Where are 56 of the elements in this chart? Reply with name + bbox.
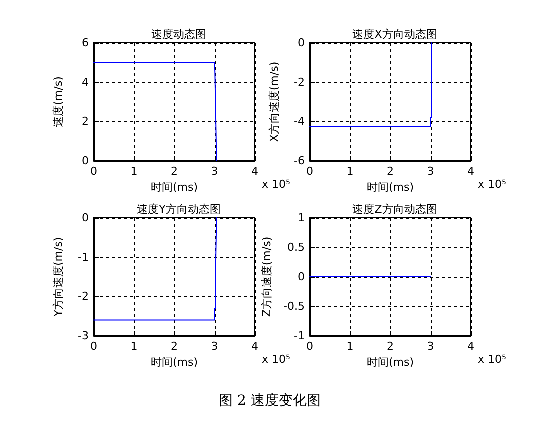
chart-title: 速度Z方向动态图 — [352, 203, 438, 216]
y-axis-title: Z方向速度(m/s) — [260, 236, 274, 318]
y-tick-label: -4 — [294, 115, 305, 128]
y-tick-label: -2 — [78, 290, 89, 304]
line-series — [94, 62, 218, 162]
line-series — [94, 218, 218, 321]
y-tick-label: -1 — [78, 250, 89, 264]
x-tick-label: 2 — [387, 165, 394, 178]
text: x 10⁵ — [478, 353, 506, 366]
text: x 10⁵ — [262, 353, 290, 366]
y-tick-label: -3 — [78, 330, 89, 342]
x-tick-label: 2 — [171, 165, 178, 178]
y-tick-label: -1 — [294, 330, 305, 342]
chart-title: 速度X方向动态图 — [352, 28, 438, 41]
x-tick-label: 0 — [306, 165, 314, 178]
x-tick-label: 1 — [346, 340, 354, 353]
y-axis-title: Y方向速度(m/s) — [52, 237, 65, 318]
text: x 10⁵ — [262, 178, 290, 191]
x-tick-label: 3 — [211, 165, 218, 178]
x-tick-label: 4 — [468, 340, 474, 353]
y-tick-label: 0 — [82, 212, 89, 224]
x-tick-label: 4 — [468, 165, 474, 178]
text: x 10⁵ — [478, 178, 506, 191]
x-tick-label: 0 — [90, 340, 98, 353]
x-axis-title: 时间(ms) — [366, 180, 414, 194]
x-tick-label: 2 — [171, 340, 178, 353]
x-tick-label: 1 — [130, 165, 138, 178]
x-tick-label: 2 — [387, 340, 394, 353]
y-tick-label: 0 — [298, 36, 305, 50]
y-axis-title: X方向速度(m/s) — [268, 62, 281, 142]
x-tick-label: 0 — [90, 165, 98, 178]
x-axis-title: 时间(ms) — [366, 356, 414, 369]
x-tick-label: 3 — [211, 340, 218, 353]
y-tick-label: 0 — [298, 270, 305, 284]
y-tick-label: 0 — [82, 154, 89, 168]
x-tick-label: 1 — [130, 340, 138, 353]
y-tick-label: 6 — [82, 36, 89, 50]
y-axis-title: 速度(m/s) — [52, 76, 65, 128]
x-tick-label: 1 — [346, 165, 354, 178]
y-tick-label: 1 — [298, 212, 305, 224]
y-tick-label: -0.5 — [284, 300, 305, 313]
y-tick-label: -6 — [294, 154, 305, 168]
y-tick-label: 2 — [82, 115, 89, 128]
chart-title: 速度动态图 — [152, 28, 206, 41]
x-axis-title: 时间(ms) — [150, 180, 198, 194]
x-tick-label: 3 — [427, 340, 434, 353]
x-tick-label: 0 — [306, 340, 314, 353]
x-tick-label: 4 — [252, 165, 258, 178]
chart-title: 速度Y方向动态图 — [137, 203, 221, 216]
x-tick-label: 4 — [252, 340, 258, 353]
y-tick-label: 4 — [82, 76, 89, 89]
caption: 图 2 速度变化图 — [218, 392, 322, 410]
y-tick-label: -2 — [294, 76, 305, 89]
x-tick-label: 3 — [427, 165, 434, 178]
x-axis-title: 时间(ms) — [150, 356, 198, 369]
y-tick-label: 0.5 — [288, 241, 305, 254]
